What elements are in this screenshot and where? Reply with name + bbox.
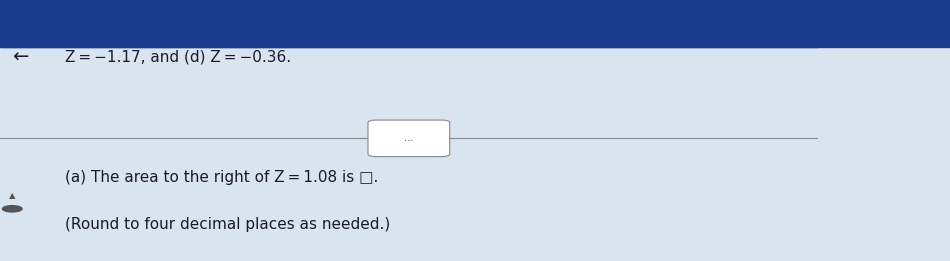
- Bar: [0, 0, 818, 47]
- Text: Determine the area under the standard normal curve that lies to the right of (a): Determine the area under the standard no…: [66, 16, 875, 31]
- FancyBboxPatch shape: [368, 120, 449, 157]
- Text: …: …: [404, 133, 414, 143]
- Text: (Round to four decimal places as needed.): (Round to four decimal places as needed.…: [66, 217, 390, 232]
- Circle shape: [3, 206, 22, 212]
- Text: (a) The area to the right of Z = 1.08 is □.: (a) The area to the right of Z = 1.08 is…: [66, 170, 379, 185]
- Text: Z = −1.17, and (d) Z = −0.36.: Z = −1.17, and (d) Z = −0.36.: [66, 50, 292, 65]
- Text: ←: ←: [12, 48, 28, 67]
- Text: ▲: ▲: [9, 191, 15, 200]
